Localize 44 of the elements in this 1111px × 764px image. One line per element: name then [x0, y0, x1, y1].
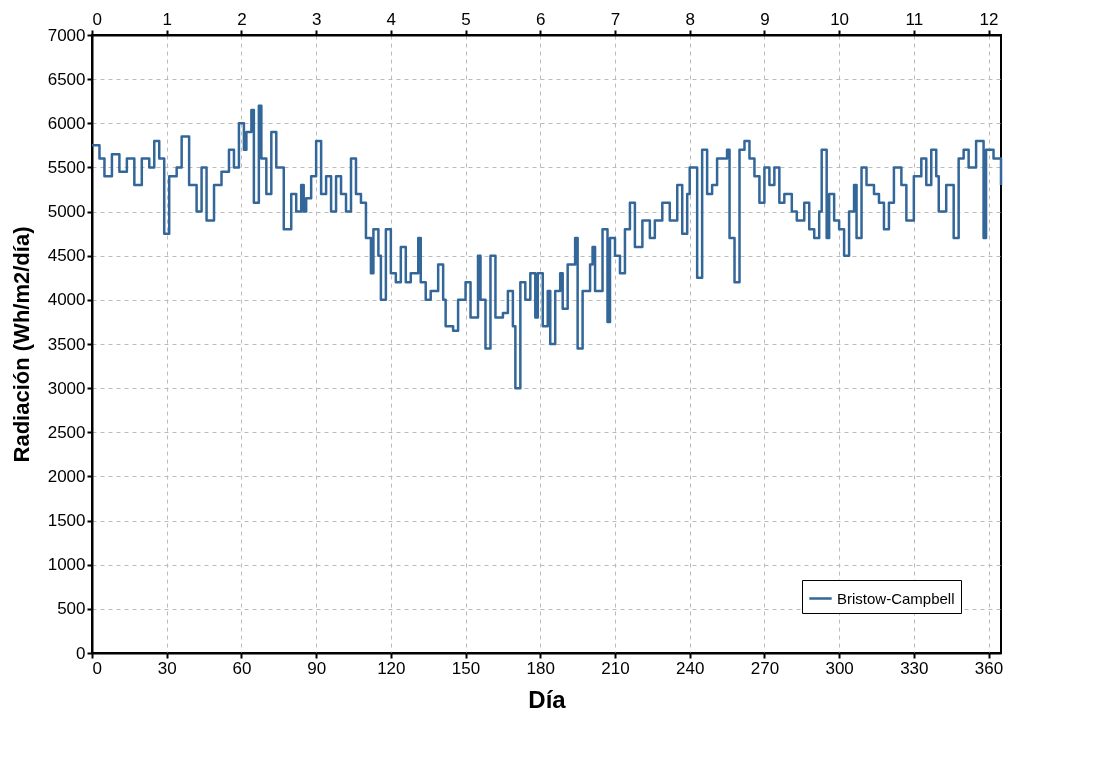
- x-tick-label: 270: [750, 658, 780, 678]
- x-tick-label: 150: [451, 658, 481, 678]
- x2-tick-label: 0: [92, 9, 102, 29]
- y-tick-label: 500: [57, 599, 86, 619]
- x2-tick-label: 11: [905, 9, 924, 29]
- y-tick-label: 7000: [47, 25, 86, 45]
- y-tick-label: 6000: [47, 113, 86, 133]
- x-tick-label: 0: [92, 658, 102, 678]
- y-axis-title: Radiación (Wh/m2/día): [8, 226, 34, 463]
- y-tick-label: 1000: [47, 555, 86, 575]
- y-tick-label: 2500: [47, 422, 86, 442]
- x-tick-label: 180: [526, 658, 555, 678]
- y-tick-label: 0: [76, 643, 86, 663]
- y-tick-label: 5500: [47, 157, 86, 177]
- legend-label: Bristow-Campbell: [837, 589, 955, 607]
- x-tick-label: 210: [601, 658, 630, 678]
- x2-tick-label: 7: [610, 9, 621, 29]
- y-tick-label: 3500: [47, 334, 86, 354]
- y-tick-label: 6500: [47, 69, 86, 89]
- x2-tick-label: 12: [979, 9, 999, 29]
- x2-tick-label: 9: [760, 9, 770, 29]
- x2-tick-label: 10: [830, 9, 850, 29]
- x2-tick-label: 8: [685, 9, 695, 29]
- x-tick-label: 60: [232, 658, 252, 678]
- y-tick-label: 4500: [47, 246, 86, 266]
- y-tick-label: 3000: [47, 378, 86, 398]
- x2-tick-label: 5: [461, 9, 471, 29]
- x-tick-label: 240: [676, 658, 705, 678]
- x-tick-label: 330: [900, 658, 929, 678]
- x-tick-label: 90: [307, 658, 327, 678]
- y-tick-label: 1500: [47, 511, 86, 531]
- y-tick-label: 2000: [47, 466, 86, 486]
- x2-tick-label: 6: [536, 9, 546, 29]
- y-tick-label: 4000: [47, 290, 86, 310]
- x2-tick-label: 3: [311, 9, 322, 29]
- x2-tick-label: 2: [237, 9, 247, 29]
- x2-tick-label: 4: [386, 9, 397, 29]
- y-tick-label: 5000: [47, 202, 86, 222]
- x2-tick-label: 1: [162, 9, 172, 29]
- x-tick-label: 30: [157, 658, 177, 678]
- x-axis-title: Día: [528, 685, 567, 713]
- x-tick-label: 360: [974, 658, 1004, 678]
- x-tick-label: 120: [377, 658, 406, 678]
- x-tick-label: 300: [825, 658, 854, 678]
